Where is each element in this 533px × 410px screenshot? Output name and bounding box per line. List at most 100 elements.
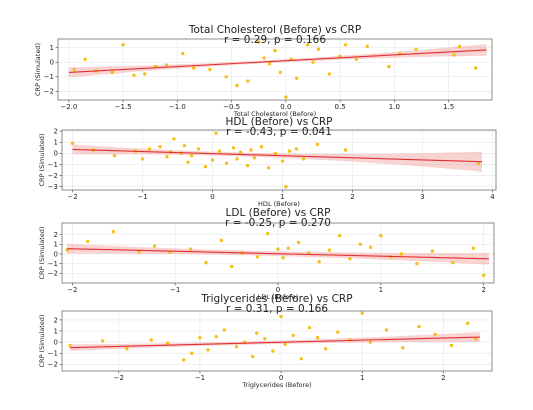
data-point [307,326,312,330]
plot-frame [61,310,493,372]
data-point [324,347,328,351]
y-tick-label: −2 [48,270,58,278]
data-point [452,53,456,57]
data-point [287,149,292,153]
data-point [365,44,369,48]
x-tick-label: −2 [67,286,77,294]
chart-subtitle: r = -0.43, p = 0.041 [226,126,332,138]
data-point [281,256,285,260]
data-point [132,73,136,78]
y-tick-label: −1 [48,260,58,268]
x-tick-label: −1.5 [115,103,132,111]
data-point [384,328,389,332]
data-point [259,145,264,149]
data-point [348,257,352,261]
data-point [152,244,157,248]
data-point [301,157,306,161]
data-point [457,44,462,48]
data-point [414,47,418,51]
data-point [354,57,359,61]
data-point [143,72,147,76]
data-point [222,328,226,332]
data-point [279,314,283,319]
data-point [338,233,342,238]
data-point [140,157,145,161]
data-point [121,43,125,47]
data-point [83,57,87,61]
data-point [433,332,437,336]
data-point [149,338,153,342]
data-point [224,75,228,79]
x-tick-label: 0 [210,193,214,201]
y-tick-label: −3 [48,183,58,191]
data-point [266,166,271,170]
y-axis-label: CRP (Simulated) [38,134,46,187]
data-point [246,79,250,83]
data-point [252,156,257,160]
data-point [86,239,90,244]
y-axis-label: CRP (Simulated) [38,315,46,368]
data-point [294,147,299,151]
y-tick-label: −2 [48,361,58,369]
y-axis-label: CRP (Simulated) [38,227,46,280]
data-point [210,158,215,162]
data-point [191,66,196,70]
data-point [112,153,117,158]
data-point [343,148,348,152]
data-point [360,311,364,315]
data-point [399,252,404,256]
data-point [368,340,372,344]
y-axis-label: CRP (Simulated) [34,43,42,96]
y-tick-label: 1 [54,327,58,335]
data-point [401,346,405,350]
x-tick-label: −2.0 [60,103,77,111]
data-point [316,47,321,51]
data-point [245,163,250,168]
data-point [273,48,277,53]
data-point [214,131,218,135]
y-tick-label: 2 [54,231,58,239]
data-point [235,83,239,88]
x-tick-label: −1.0 [169,103,186,111]
data-point [379,233,383,238]
data-point [296,240,301,245]
x-tick-label: −0.5 [223,103,240,111]
data-point [172,137,176,141]
data-point [181,51,185,56]
data-point [271,349,275,353]
data-point [182,143,187,148]
data-point [311,60,315,64]
chart-panel-4: −2 −1 0 1 2 −2 −1 0 1 2 Triglycerides (Before) vs … [38,293,493,389]
data-point [471,246,476,250]
data-point [100,339,105,343]
data-point [235,157,239,161]
data-point [224,161,229,165]
data-point [295,76,299,80]
x-tick-label: 1 [280,193,284,201]
data-point [217,149,222,153]
data-point [206,348,210,352]
data-point [266,231,270,236]
data-point [451,261,455,265]
regression-line [68,49,487,73]
chart-title: Total Cholesterol (Before) vs CRP [188,24,361,36]
data-point [278,70,283,75]
chart-subtitle: r = 0.31, p = 0.166 [226,303,328,315]
data-point [111,230,116,234]
data-point [68,343,72,348]
data-point [368,245,373,249]
y-tick-label: 0 [54,250,58,258]
x-tick-label: 0 [279,374,283,382]
chart-title: HDL (Before) vs CRP [225,116,332,128]
data-point [255,255,260,259]
data-point [466,321,470,325]
chart-subtitle: r = 0.29, p = 0.166 [224,34,326,46]
data-point [198,336,202,340]
x-tick-label: −2 [67,193,77,201]
data-point [234,344,239,349]
data-point [276,247,280,251]
x-axis-label: Total Cholesterol (Before) [233,110,316,118]
data-point [203,165,208,169]
regression-line [72,148,483,163]
